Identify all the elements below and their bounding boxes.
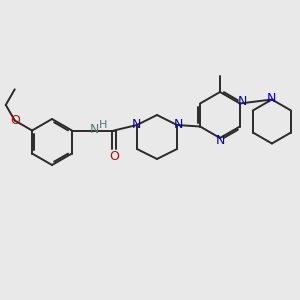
Text: N: N	[215, 134, 225, 146]
Text: N: N	[267, 92, 277, 105]
Text: N: N	[238, 95, 248, 108]
Text: N: N	[90, 123, 100, 136]
Text: N: N	[173, 118, 183, 131]
Text: O: O	[10, 114, 20, 127]
Text: N: N	[131, 118, 141, 131]
Text: H: H	[99, 119, 107, 130]
Text: O: O	[109, 150, 119, 163]
